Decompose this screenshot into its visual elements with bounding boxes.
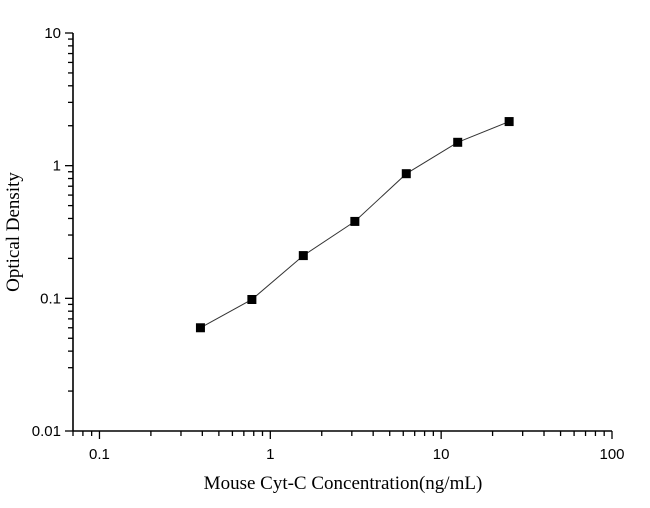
y-axis-label: Optical Density [3, 172, 24, 292]
x-tick-label: 1 [266, 446, 274, 463]
x-tick-label: 100 [599, 446, 624, 463]
x-tick-label: 0.1 [89, 446, 110, 463]
y-tick-label: 0.01 [32, 423, 61, 440]
data-point [298, 251, 308, 261]
x-tick-labels: 0.1 1 10 100 [89, 446, 624, 463]
data-point [195, 323, 205, 333]
axes [65, 32, 613, 439]
plot-area [195, 117, 514, 333]
data-point [504, 117, 514, 127]
data-point [401, 169, 411, 179]
y-tick-labels: 0.01 0.1 1 10 [32, 25, 61, 440]
data-point [247, 294, 257, 304]
y-tick-label: 0.1 [40, 290, 61, 307]
x-tick-label: 10 [433, 446, 450, 463]
y-tick-label: 1 [53, 158, 61, 175]
y-tick-label: 10 [44, 25, 61, 42]
data-point [350, 216, 360, 226]
data-point [453, 137, 463, 147]
x-axis-label: Mouse Cyt-C Concentration(ng/mL) [204, 473, 483, 494]
